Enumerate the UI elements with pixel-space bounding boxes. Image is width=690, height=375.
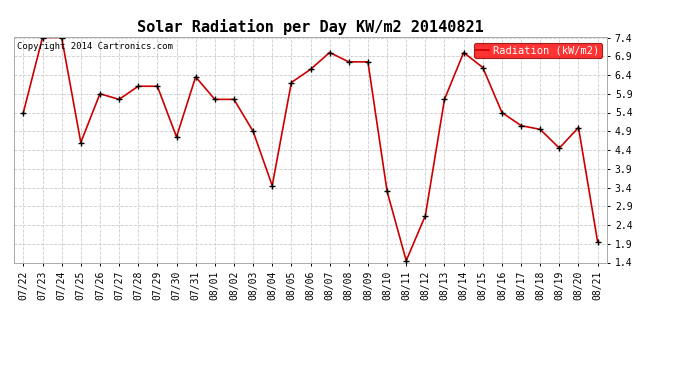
Text: Copyright 2014 Cartronics.com: Copyright 2014 Cartronics.com: [17, 42, 172, 51]
Legend: Radiation (kW/m2): Radiation (kW/m2): [474, 43, 602, 58]
Title: Solar Radiation per Day KW/m2 20140821: Solar Radiation per Day KW/m2 20140821: [137, 19, 484, 35]
